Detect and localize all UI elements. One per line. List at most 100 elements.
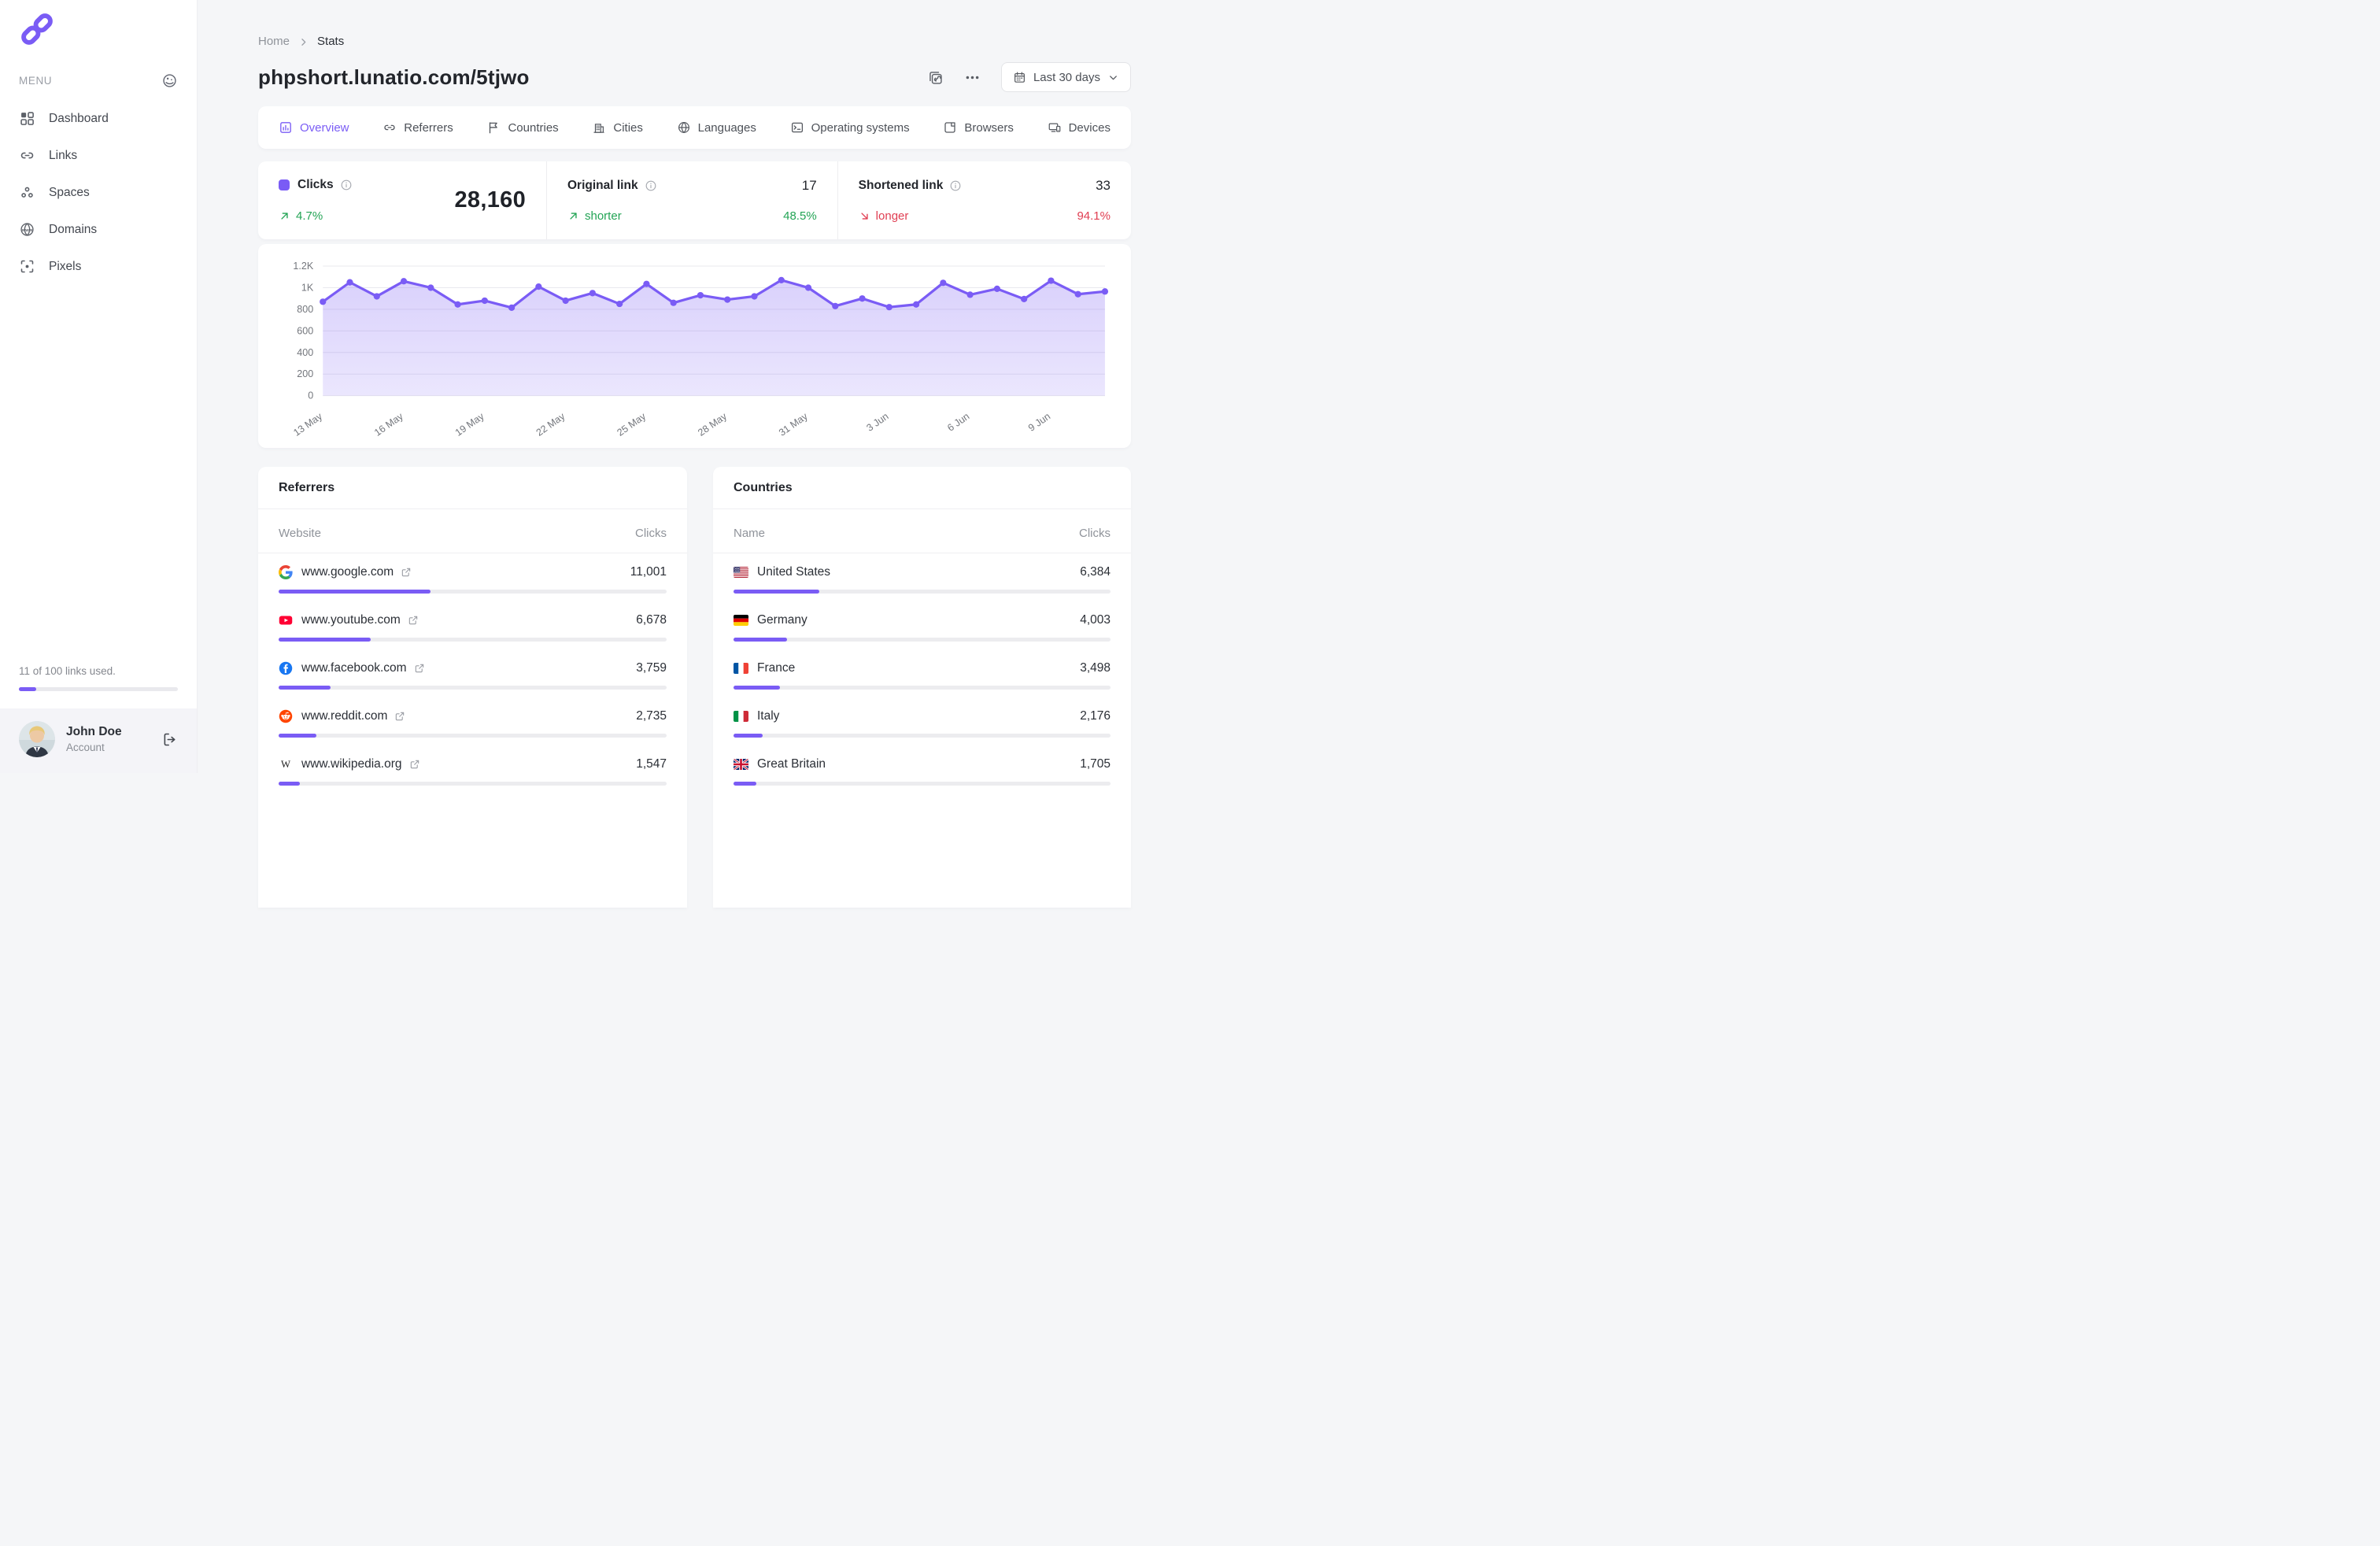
svg-text:16 May: 16 May bbox=[372, 410, 405, 437]
country-row: Great Britain 1,705 bbox=[713, 745, 1131, 793]
clicks-bar bbox=[734, 590, 1111, 594]
app-logo-icon[interactable] bbox=[19, 11, 55, 47]
country-row: Italy 2,176 bbox=[713, 697, 1131, 745]
referrer-row: www.google.com 11,001 bbox=[258, 553, 687, 601]
user-role: Account bbox=[66, 742, 105, 753]
clicks-legend-swatch bbox=[279, 179, 290, 190]
clicks-stat: Clicks 4.7% 28,160 bbox=[258, 161, 546, 239]
tab-browsers[interactable]: Browsers bbox=[943, 120, 1014, 135]
svg-text:200: 200 bbox=[297, 368, 313, 379]
reddit-favicon bbox=[279, 709, 293, 723]
it-flag-icon bbox=[734, 711, 748, 722]
clicks-bar bbox=[279, 590, 667, 594]
info-icon[interactable] bbox=[340, 179, 353, 191]
external-link-icon[interactable] bbox=[401, 567, 412, 578]
external-link-icon[interactable] bbox=[394, 711, 405, 722]
logout-icon[interactable] bbox=[161, 731, 178, 748]
clicks-bar bbox=[734, 782, 1111, 786]
info-icon[interactable] bbox=[949, 179, 962, 192]
svg-text:19 May: 19 May bbox=[453, 410, 486, 437]
countries-col-clicks: Clicks bbox=[1079, 527, 1111, 540]
svg-text:400: 400 bbox=[297, 347, 313, 358]
sidebar-menu: Dashboard Links Spaces www Domains Pixels bbox=[0, 100, 197, 285]
sidebar-item-spaces[interactable]: Spaces bbox=[0, 174, 197, 211]
countries-panel: Countries Name Clicks United States 6,384… bbox=[713, 467, 1131, 908]
original-link-stat: Original link 17 shorter 48.5% bbox=[546, 161, 837, 239]
info-icon[interactable] bbox=[645, 179, 657, 192]
referrer-row: www.youtube.com 6,678 bbox=[258, 601, 687, 649]
main-content: Home Stats phpshort.lunatio.com/5tjwo bbox=[198, 0, 1190, 908]
svg-text:28 May: 28 May bbox=[696, 410, 729, 437]
tab-label: Languages bbox=[697, 120, 756, 135]
shortened-link-value: 33 bbox=[1096, 178, 1111, 193]
country-row: United States 6,384 bbox=[713, 553, 1131, 601]
referrers-icon bbox=[382, 120, 397, 135]
countries-table: United States 6,384 Germany 4,003 France 3,49… bbox=[713, 553, 1131, 793]
external-link-icon[interactable] bbox=[408, 615, 419, 626]
referrers-panel: Referrers Website Clicks www.google.com 1… bbox=[258, 467, 687, 908]
sidebar-item-label: Spaces bbox=[49, 185, 90, 199]
svg-text:1K: 1K bbox=[301, 283, 314, 294]
tab-label: Referrers bbox=[404, 120, 453, 135]
arrow-down-right-icon bbox=[859, 210, 870, 222]
os-icon bbox=[790, 120, 804, 135]
tab-countries[interactable]: Countries bbox=[486, 120, 559, 135]
tab-cities[interactable]: Cities bbox=[592, 120, 643, 135]
tab-label: Overview bbox=[300, 120, 349, 135]
svg-text:25 May: 25 May bbox=[615, 410, 648, 437]
country-row: France 3,498 bbox=[713, 649, 1131, 697]
external-link-icon[interactable] bbox=[414, 663, 425, 674]
tab-devices[interactable]: Devices bbox=[1048, 120, 1111, 135]
gb-flag-icon bbox=[734, 759, 748, 770]
links-usage-text: 11 of 100 links used. bbox=[19, 665, 116, 677]
breadcrumb-current: Stats bbox=[317, 35, 345, 48]
clicks-line-chart: 0 200 400 600 800 1K 1.2K 13 May 16 May 19 May 22 … bbox=[291, 261, 1109, 437]
cities-icon bbox=[592, 120, 606, 135]
external-link-icon[interactable] bbox=[409, 759, 420, 770]
original-link-value: 17 bbox=[801, 178, 817, 193]
tab-label: Countries bbox=[508, 120, 559, 135]
tab-languages[interactable]: Languages bbox=[677, 120, 756, 135]
stats-tabs: Overview Referrers Countries Cities Language… bbox=[258, 106, 1131, 149]
clicks-value: 6,678 bbox=[636, 613, 667, 627]
sidebar-item-domains[interactable]: www Domains bbox=[0, 211, 197, 248]
copy-link-icon[interactable] bbox=[927, 69, 944, 86]
user-name: John Doe bbox=[66, 725, 122, 738]
countries-col-name: Name bbox=[734, 527, 766, 540]
clicks-bar bbox=[279, 638, 667, 642]
browsers-icon bbox=[943, 120, 957, 135]
sidebar-item-pixels[interactable]: Pixels bbox=[0, 248, 197, 285]
date-range-button[interactable]: Last 30 days bbox=[1000, 62, 1131, 92]
svg-text:9 Jun: 9 Jun bbox=[1026, 411, 1052, 434]
sidebar-item-dashboard[interactable]: Dashboard bbox=[0, 100, 197, 137]
countries-icon bbox=[486, 120, 501, 135]
breadcrumb-home-link[interactable]: Home bbox=[258, 35, 290, 48]
domains-icon: www bbox=[19, 221, 35, 238]
tab-overview[interactable]: Overview bbox=[279, 120, 349, 135]
clicks-bar bbox=[279, 686, 667, 690]
referrers-col-website: Website bbox=[279, 527, 321, 540]
account-card[interactable]: John Doe Account bbox=[0, 708, 197, 773]
more-options-icon[interactable] bbox=[964, 69, 981, 86]
clicks-chart[interactable]: 0 200 400 600 800 1K 1.2K 13 May 16 May 19 May 22 … bbox=[258, 244, 1131, 448]
clicks-value: 2,176 bbox=[1080, 709, 1111, 723]
svg-text:800: 800 bbox=[297, 304, 313, 315]
summary-stats: Clicks 4.7% 28,160 Original link bbox=[258, 161, 1131, 239]
referrers-title: Referrers bbox=[258, 467, 687, 509]
referrer-site: www.facebook.com bbox=[301, 661, 407, 675]
referrers-col-clicks: Clicks bbox=[635, 527, 667, 540]
tab-operating-systems[interactable]: Operating systems bbox=[790, 120, 910, 135]
theme-toggle-icon[interactable] bbox=[161, 72, 178, 89]
tab-label: Devices bbox=[1068, 120, 1111, 135]
svg-text:600: 600 bbox=[297, 325, 313, 336]
links-usage-progressbar bbox=[19, 687, 178, 691]
original-link-label: Original link bbox=[567, 179, 638, 192]
chevron-down-icon bbox=[1107, 72, 1119, 83]
original-link-pct: 48.5% bbox=[783, 209, 817, 223]
sidebar-item-links[interactable]: Links bbox=[0, 137, 197, 174]
clicks-bar bbox=[734, 638, 1111, 642]
sidebar: MENU Dashboard Links Spaces www Domains Pixel… bbox=[0, 0, 198, 773]
tab-label: Cities bbox=[613, 120, 643, 135]
breadcrumb: Home Stats bbox=[258, 0, 1131, 49]
tab-referrers[interactable]: Referrers bbox=[382, 120, 453, 135]
